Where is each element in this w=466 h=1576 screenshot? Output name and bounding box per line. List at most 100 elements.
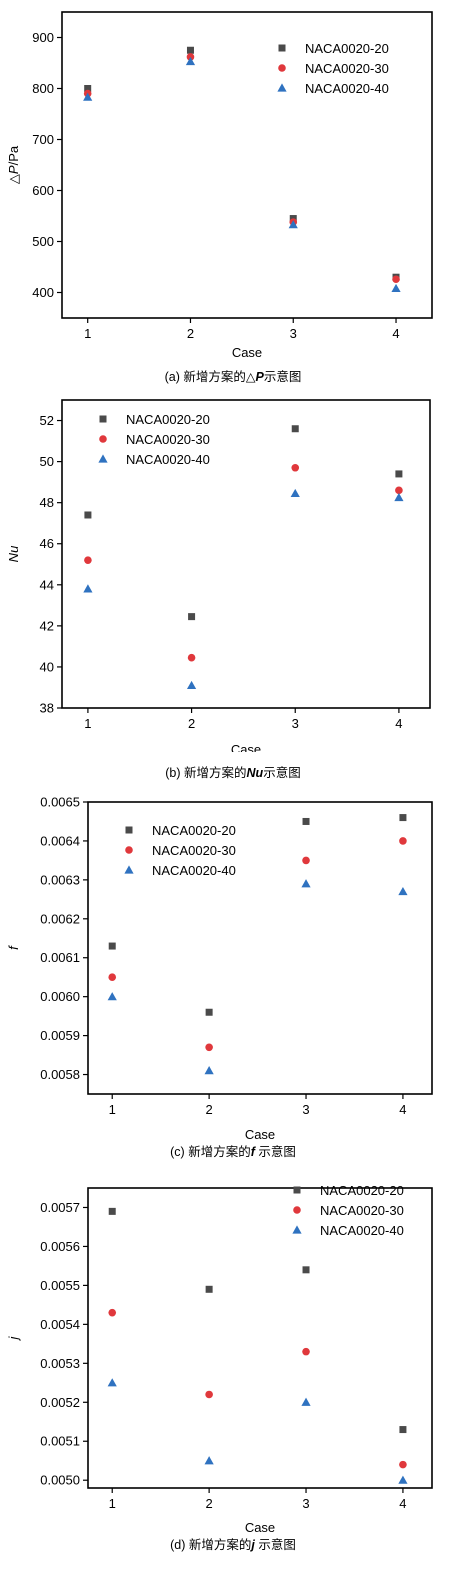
y-tick-label: 0.0052 — [40, 1395, 80, 1410]
y-tick-label: 48 — [40, 495, 54, 510]
chart-d-svg: 0.0050 0.0051 0.0052 0.0053 0.0054 0.0055 0.00… — [6, 1183, 433, 1535]
legend-label: NACA0020-30 — [126, 432, 210, 447]
chart-a-svg: 400 500 600 700 800 900 1 2 3 4 Case △P/Pa NACA0020-… — [6, 11, 433, 360]
y-tick-label: 46 — [40, 536, 54, 551]
caption-d-suffix: 示意图 — [258, 1538, 296, 1552]
chart-panel-a: 400 500 600 700 800 900 1 2 3 4 Case △P/Pa NACA0020-… — [0, 0, 466, 392]
caption-b: (b) 新增方案的Nu示意图 — [0, 762, 466, 781]
x-tick-label: 2 — [206, 1496, 213, 1511]
legend-label: NACA0020-40 — [320, 1223, 404, 1238]
y-tick-label: 52 — [40, 413, 54, 428]
legend-marker-square — [99, 415, 107, 423]
data-point-square — [205, 1008, 213, 1016]
legend-label: NACA0020-40 — [126, 452, 210, 467]
x-axis-label: Case — [245, 1520, 275, 1535]
x-tick-label: 4 — [399, 1496, 406, 1511]
data-point-square — [399, 814, 407, 822]
y-tick-label: 800 — [32, 81, 54, 96]
y-tick-label: 42 — [40, 618, 54, 633]
y-tick-label: 500 — [32, 234, 54, 249]
y-tick-label: 700 — [32, 132, 54, 147]
plot-frame-a — [61, 11, 433, 319]
data-point-circle — [108, 973, 117, 981]
y-tick-label: 40 — [40, 659, 54, 674]
data-point-triangle — [204, 1066, 214, 1075]
y-tick-label: 0.0053 — [40, 1356, 80, 1371]
legend-label: NACA0020-30 — [320, 1203, 404, 1218]
data-point-square — [399, 1426, 407, 1434]
data-point-circle — [302, 856, 310, 865]
data-point-triangle — [301, 879, 311, 888]
legend-marker-square — [125, 826, 133, 834]
legend-label: NACA0020-20 — [320, 1183, 404, 1198]
x-tick-label: 2 — [206, 1102, 213, 1117]
y-tick-label: 0.0054 — [40, 1317, 80, 1332]
data-point-circle — [395, 486, 403, 495]
data-point-triangle — [398, 886, 408, 896]
chart-panel-c: 0.0058 0.0059 0.0060 0.0061 0.0062 0.0063 0.00… — [0, 784, 466, 1176]
data-point-square — [84, 85, 92, 92]
data-point-triangle — [394, 492, 404, 502]
caption-b-prefix: (b) 新增方案的 — [165, 766, 247, 780]
caption-c-prefix: (c) 新增方案的 — [170, 1145, 251, 1159]
x-tick-label: 1 — [109, 1102, 116, 1117]
x-tick-label: 2 — [187, 326, 194, 341]
x-tick-label: 1 — [109, 1496, 116, 1511]
legend-label: NACA0020-30 — [305, 61, 389, 76]
data-point-triangle — [398, 1475, 408, 1484]
caption-b-suffix: 示意图 — [263, 766, 301, 780]
caption-c-var: f — [250, 1145, 259, 1159]
legend-label: NACA0020-40 — [305, 81, 389, 96]
y-tick-label: 600 — [32, 183, 54, 198]
y-tick-label: 0.0051 — [40, 1434, 80, 1449]
data-point-square — [395, 470, 403, 478]
data-point-square — [302, 817, 310, 825]
data-point-circle — [399, 837, 407, 845]
y-tick-label: 0.0063 — [40, 872, 80, 887]
data-point-triangle — [186, 680, 197, 690]
legend-marker-triangle — [292, 1225, 302, 1234]
x-tick-label: 4 — [392, 326, 399, 341]
caption-d: (d) 新增方案的j 示意图 — [0, 1534, 466, 1553]
data-point-square — [84, 511, 92, 519]
x-tick-label: 4 — [395, 716, 402, 731]
caption-a: (a) 新增方案的△P示意图 — [0, 366, 466, 385]
y-tick-label: 0.0059 — [40, 1028, 80, 1043]
x-tick-label: 4 — [399, 1102, 406, 1117]
data-point-square — [302, 1266, 310, 1274]
legend-label: NACA0020-20 — [126, 412, 210, 427]
y-tick-label: 0.0062 — [40, 911, 80, 926]
y-tick-label: 0.0061 — [40, 950, 80, 965]
legend-label: NACA0020-20 — [152, 823, 236, 838]
y-tick-label: 38 — [40, 701, 54, 716]
data-point-square — [188, 613, 196, 621]
data-point-circle — [302, 1347, 310, 1356]
data-point-square — [108, 1207, 116, 1215]
y-tick-label: 50 — [40, 454, 54, 469]
caption-a-suffix: 示意图 — [263, 370, 302, 384]
plot-frame-b — [61, 399, 431, 709]
data-point-circle — [108, 1308, 117, 1317]
data-point-square — [291, 425, 299, 433]
y-axis-label: j — [6, 1335, 21, 1341]
plot-frame-c — [87, 801, 433, 1095]
data-point-triangle — [301, 1397, 311, 1406]
y-axis-label: f — [6, 945, 21, 950]
chart-c-svg: 0.0058 0.0059 0.0060 0.0061 0.0062 0.0063 0.00… — [6, 795, 433, 1142]
data-point-circle — [392, 275, 400, 284]
y-tick-label: 900 — [32, 30, 54, 45]
y-tick-label: 0.0058 — [40, 1067, 80, 1082]
data-point-square — [186, 46, 194, 54]
caption-c: (c) 新增方案的f 示意图 — [0, 1141, 466, 1160]
data-point-triangle — [107, 992, 117, 1001]
data-point-circle — [399, 1460, 407, 1469]
legend-marker-triangle — [277, 83, 287, 92]
y-tick-label: 0.0055 — [40, 1278, 80, 1293]
data-point-triangle — [107, 1378, 117, 1387]
chart-panel-d: 0.0050 0.0051 0.0052 0.0053 0.0054 0.0055 0.00… — [0, 1176, 466, 1576]
y-tick-label: 0.0050 — [40, 1473, 80, 1488]
y-axis-label: △P/Pa — [6, 145, 21, 184]
data-point-circle — [291, 463, 300, 472]
x-tick-label: 3 — [292, 716, 299, 731]
data-point-triangle — [204, 1456, 214, 1465]
